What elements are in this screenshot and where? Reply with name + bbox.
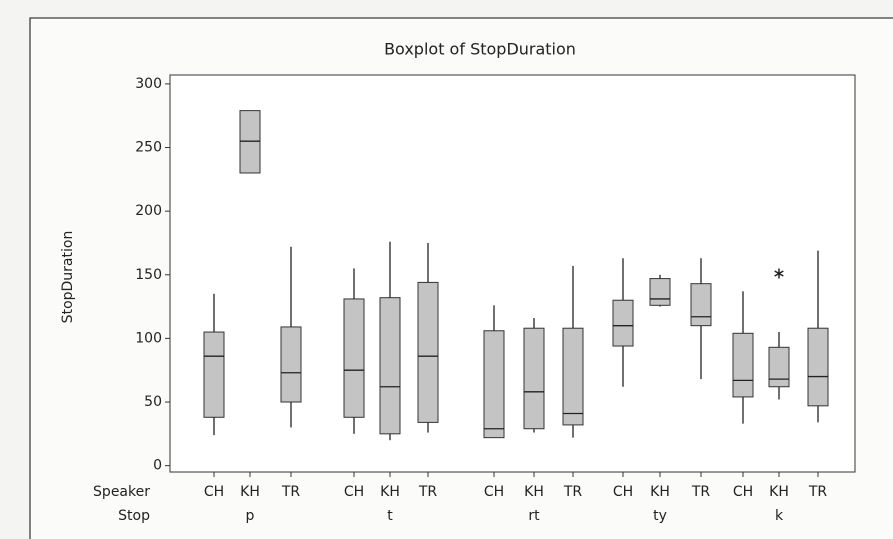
box xyxy=(612,299,634,347)
y-tick-label: 0 xyxy=(153,458,162,474)
x-tick-label: KH xyxy=(769,484,789,500)
group-label: ty xyxy=(653,508,667,524)
box xyxy=(280,326,302,403)
y-tick-label: 200 xyxy=(135,203,162,219)
x-tick-label: KH xyxy=(524,484,544,500)
x-tick-label: TR xyxy=(691,484,711,500)
y-tick-label: 100 xyxy=(135,330,162,346)
y-tick-label: 50 xyxy=(144,394,162,410)
group-label: k xyxy=(775,508,784,524)
box xyxy=(807,327,829,407)
row-label: Speaker xyxy=(93,484,150,500)
x-tick-label: TR xyxy=(281,484,301,500)
group-label: rt xyxy=(528,508,540,524)
x-tick-label: KH xyxy=(650,484,670,500)
box xyxy=(768,346,790,388)
box xyxy=(562,327,584,426)
x-tick-label: TR xyxy=(808,484,828,500)
row-label: Stop xyxy=(118,508,150,524)
box xyxy=(417,281,439,423)
box xyxy=(732,332,754,398)
group-label: p xyxy=(246,508,255,524)
group-label: t xyxy=(387,508,393,524)
y-tick-label: 250 xyxy=(135,140,162,156)
x-tick-label: CH xyxy=(613,484,633,500)
x-tick-label: TR xyxy=(418,484,438,500)
x-tick-label: CH xyxy=(484,484,504,500)
box xyxy=(379,297,401,435)
box xyxy=(203,331,225,418)
y-tick-label: 300 xyxy=(135,76,162,92)
x-tick-label: KH xyxy=(380,484,400,500)
plot-frame xyxy=(169,74,856,473)
x-tick-label: TR xyxy=(563,484,583,500)
y-tick-label: 150 xyxy=(135,267,162,283)
box xyxy=(523,327,545,430)
box xyxy=(690,283,712,327)
box xyxy=(649,278,671,306)
box xyxy=(483,330,505,439)
chart-title: Boxplot of StopDuration xyxy=(384,40,576,59)
x-tick-label: CH xyxy=(204,484,224,500)
outlier xyxy=(774,268,784,279)
x-tick-label: KH xyxy=(240,484,260,500)
y-axis-label: StopDuration xyxy=(60,231,76,324)
x-tick-label: CH xyxy=(733,484,753,500)
box xyxy=(343,298,365,418)
x-tick-label: CH xyxy=(344,484,364,500)
